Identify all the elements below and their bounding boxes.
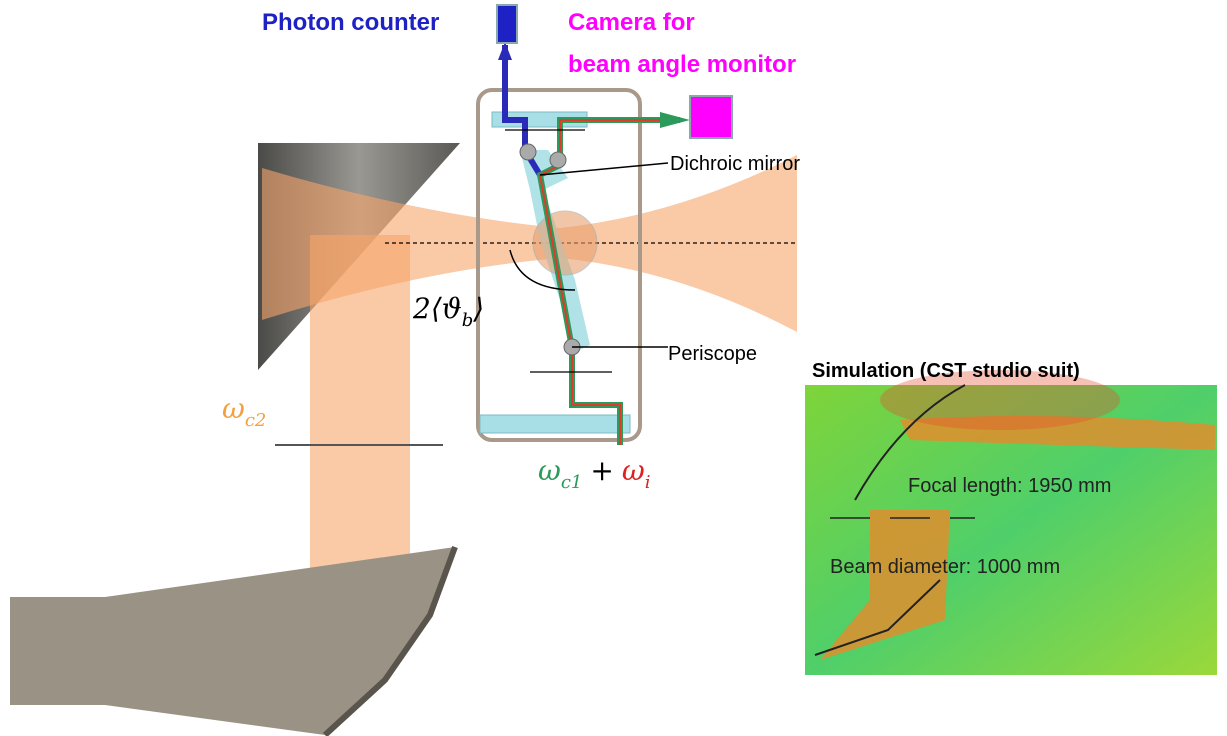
sim-beam <box>820 510 950 660</box>
plate-bottom <box>479 414 631 434</box>
mirror <box>549 151 567 169</box>
arrow <box>660 112 690 128</box>
label: Camera for <box>568 9 695 36</box>
text: i <box>645 472 651 493</box>
horn <box>10 547 455 735</box>
sim-mirror <box>814 579 941 656</box>
sim-beam <box>900 416 1215 450</box>
label: Focal length: 1950 mm <box>908 475 1111 497</box>
beam-horizontal <box>262 155 797 332</box>
label: beam angle monitor <box>568 51 796 78</box>
text: b <box>462 310 474 331</box>
label: Periscope <box>668 343 757 365</box>
text: ω <box>538 454 561 487</box>
label: ωc2 <box>222 392 266 431</box>
label: Beam diameter: 1000 mm <box>830 556 1060 578</box>
idler-beam <box>538 119 680 445</box>
label: 2⟨ϑb⟩ <box>412 292 484 331</box>
text: c1 <box>561 472 583 493</box>
sim-title: Simulation (CST studio suit) <box>812 360 1080 382</box>
photon-counter <box>496 4 518 44</box>
mirror <box>519 143 537 161</box>
text: ⟩ <box>472 292 484 325</box>
text: c2 <box>245 410 267 431</box>
label: Photon counter <box>262 9 439 36</box>
camera <box>689 95 733 139</box>
translation-arrows <box>505 129 612 373</box>
sim-field <box>880 370 1120 430</box>
horn-edge <box>322 545 458 736</box>
text: ω <box>622 454 645 487</box>
chamber <box>476 88 642 442</box>
interaction-point <box>532 210 598 276</box>
label: ωc1 + ωi <box>538 454 650 493</box>
leader-line <box>539 162 669 176</box>
arrow <box>498 42 512 60</box>
text: 2⟨ϑ <box>412 292 462 325</box>
text: + <box>590 454 613 487</box>
sim-mirror <box>854 384 966 501</box>
label: Dichroic mirror <box>670 153 800 175</box>
text: ω <box>222 392 245 425</box>
angle-arc <box>509 249 576 291</box>
